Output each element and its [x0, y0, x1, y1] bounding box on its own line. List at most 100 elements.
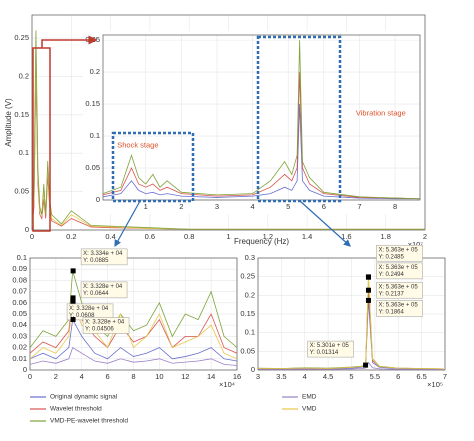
series-line [258, 361, 445, 370]
y-tick-label: 0.2 [245, 290, 255, 299]
series-line [103, 104, 420, 200]
y-tick-label: 0.01 [12, 354, 27, 363]
datatip-box [376, 244, 423, 262]
y-tick-label: 0.2 [90, 67, 100, 76]
plot-frame [257, 257, 446, 371]
datatip-x: X: 3.334e + 04 [83, 251, 123, 257]
arrow [114, 200, 141, 248]
y-tick-label: 0.05 [14, 187, 29, 196]
y-tick-label: 0 [25, 225, 29, 234]
y-tick-label: 0.15 [240, 309, 255, 318]
y-tick-label: 0.25 [240, 272, 255, 281]
datatip-box [82, 317, 130, 334]
datatip: X: 3.328e + 04Y: 0.0644 [80, 281, 128, 299]
x-tick-label: 1.8 [380, 232, 390, 241]
datatip-y: Y: 0.2137 [378, 291, 404, 297]
datatip-marker [70, 295, 76, 301]
datatip-x: X: 5.363e + 05 [378, 302, 418, 308]
y-tick-label: 0.07 [12, 287, 27, 296]
y-tick-label: 0.06 [12, 298, 27, 307]
y-tick-label: 0.25 [14, 33, 29, 42]
x-tick-label: 3.5 [276, 372, 286, 381]
x-tick-label: 6 [106, 372, 110, 381]
datatip: X: 3.334e + 04Y: 0.0885 [80, 248, 128, 266]
x-tick-label: 5 [286, 202, 290, 211]
x-tick-label: 5 [349, 372, 353, 381]
chart: 0 0.05 0.1 0.15 0.2 0.25 0.3 3 3.5 4 4.5 5 5.5 6 6.5 7×… [240, 244, 447, 389]
shock-box [111, 131, 195, 203]
datatip-marker [70, 317, 76, 323]
x-tick-label: 3 [256, 372, 260, 381]
x-tick-label: 0.6 [145, 232, 155, 241]
x-tick-label: 8 [393, 202, 397, 211]
datatip-x: X: 5.363e + 05 [378, 265, 418, 271]
datatip-x: X: 5.363e + 05 [378, 247, 418, 253]
datatip-x: X: 5.301e + 05 [310, 343, 350, 349]
x-tick-label: 6.5 [416, 372, 426, 381]
x-tick-label: 1.2 [263, 232, 273, 241]
charts: 00.050.10.150.20.250 0.2 0.4 0.6 0.8 1 1.2 1.4 1… [4, 14, 447, 425]
vibration-box [256, 35, 342, 203]
datatip-y: Y: 0.2485 [378, 254, 404, 260]
series-line [30, 346, 237, 366]
x-tick-label: 1.6 [341, 232, 351, 241]
y-tick-label: 0.3 [245, 253, 255, 262]
plot-background [83, 31, 424, 214]
datatip-y: Y: 0.0885 [83, 258, 109, 264]
chart: 00.010.020.030.040.050.060.070.080.090.1… [12, 248, 241, 389]
x-tick-label: 2 [54, 372, 58, 381]
x-tick-label: 4 [303, 372, 307, 381]
y-tick-label: 0.2 [19, 71, 29, 80]
x-tick-label: 4 [251, 202, 255, 211]
overlay [32, 35, 351, 248]
x-tick-label: 6 [322, 202, 326, 211]
x-tick-label: 1 [144, 202, 148, 211]
datatip: X: 5.363e + 05Y: 0.2494 [376, 262, 423, 280]
x-tick-label: 2 [179, 202, 183, 211]
datatip: X: 3.328e + 04Y: 0.04506 [82, 317, 130, 334]
plot-frame [29, 257, 238, 371]
x-exponent: ×10⁵ [427, 380, 443, 389]
x-tick-label: 1 [226, 232, 230, 241]
legend-label: EMD [302, 394, 317, 401]
y-tick-label: 0.05 [12, 309, 27, 318]
x-tick-label: 2 [423, 232, 427, 241]
arrow [299, 200, 351, 247]
x-exponent: ×10⁷ [408, 240, 424, 249]
y-tick-label: 0.1 [90, 131, 100, 140]
series-line [103, 40, 420, 200]
x-tick-label: 5.5 [370, 372, 380, 381]
y-tick-label: 0.05 [85, 163, 100, 172]
x-tick-label: 4.5 [323, 372, 333, 381]
x-tick-label: 0.8 [184, 232, 194, 241]
datatip-box [80, 248, 128, 266]
x-tick-label: 7 [443, 372, 447, 381]
datatip-marker [70, 299, 76, 305]
x-tick-label: 0.4 [105, 232, 115, 241]
datatip-marker [365, 274, 371, 280]
x-tick-label: 3 [215, 202, 219, 211]
plot-frame [31, 14, 426, 231]
legend-label: Wavelet threshold [50, 406, 102, 413]
datatip-y: Y: 0.0608 [69, 313, 95, 319]
x-axis-label: Frequency (Hz) [234, 237, 289, 246]
x-tick-label: 0.2 [66, 232, 76, 241]
datatip-marker [365, 287, 371, 293]
x-tick-label: 0 [28, 372, 32, 381]
x-tick-label: 10 [155, 372, 163, 381]
x-tick-label: 12 [181, 372, 189, 381]
datatip-box [307, 340, 354, 358]
y-tick-label: 0.08 [12, 275, 27, 284]
x-tick-label: 6 [396, 372, 400, 381]
datatip-marker [363, 362, 369, 368]
x-tick-label: 8 [131, 372, 135, 381]
zoom-arrow [41, 35, 98, 48]
series-line [103, 72, 420, 200]
y-tick-label: 0.05 [240, 346, 255, 355]
legend: Original dynamic signal Wavelet threshold… [30, 394, 317, 425]
y-tick-label: 0 [23, 365, 27, 374]
x-tick-label: 16 [233, 372, 241, 381]
x-tick-label: 0 [30, 232, 34, 241]
